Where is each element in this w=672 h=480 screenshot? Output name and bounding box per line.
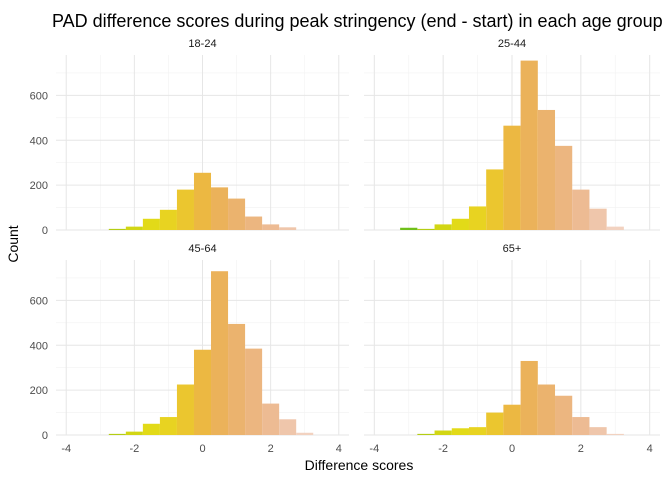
histogram-bar bbox=[417, 433, 435, 435]
histogram-bar bbox=[555, 145, 573, 230]
histogram-bar bbox=[606, 226, 624, 230]
y-tick-label: 200 bbox=[30, 180, 48, 192]
histogram-bar bbox=[108, 228, 126, 230]
histogram-bar bbox=[520, 60, 538, 230]
histogram-bar bbox=[468, 206, 487, 230]
histogram-bar bbox=[451, 428, 469, 435]
facet-strip-label: 25-44 bbox=[498, 38, 526, 50]
histogram-bar bbox=[434, 224, 452, 230]
x-tick-label: 2 bbox=[268, 443, 274, 455]
y-tick-label: 600 bbox=[30, 90, 48, 102]
histogram-bar bbox=[211, 271, 229, 435]
histogram-bar bbox=[486, 412, 504, 435]
histogram-bar bbox=[193, 349, 212, 435]
histogram-bar bbox=[245, 216, 263, 230]
panel-65+: 65+ -4 -2 0 2 4 bbox=[364, 243, 660, 455]
y-tick-label: 200 bbox=[30, 385, 48, 397]
facet-strip-label: 45-64 bbox=[188, 243, 216, 255]
histogram-bar bbox=[159, 417, 177, 435]
histogram-bar bbox=[108, 433, 126, 435]
histogram-bar bbox=[537, 109, 556, 230]
histogram-bar bbox=[417, 228, 435, 230]
histogram-bar bbox=[503, 125, 521, 230]
chart-title: PAD difference scores during peak string… bbox=[52, 11, 663, 31]
histogram-bar bbox=[279, 227, 297, 230]
histogram-bar bbox=[142, 423, 160, 435]
x-axis-label: Difference scores bbox=[305, 457, 414, 473]
histogram-bar bbox=[400, 227, 418, 230]
x-tick-label: 4 bbox=[647, 443, 653, 455]
histogram-bar bbox=[262, 224, 280, 230]
y-axis-label: Count bbox=[5, 225, 21, 262]
x-tick-label: -2 bbox=[129, 443, 139, 455]
y-tick-label: 0 bbox=[42, 225, 48, 237]
histogram-bar bbox=[572, 189, 590, 230]
histogram-bar bbox=[451, 218, 469, 230]
histogram-bar bbox=[193, 172, 212, 230]
histogram-bar bbox=[434, 430, 452, 435]
panel-25-44: 25-44 bbox=[364, 38, 660, 231]
histogram-bar bbox=[537, 384, 556, 435]
histogram-bar bbox=[296, 432, 314, 435]
histogram-bar bbox=[503, 404, 521, 435]
histogram-bar bbox=[589, 427, 607, 435]
x-tick-label: 2 bbox=[578, 443, 584, 455]
histogram-bar bbox=[572, 417, 590, 435]
y-tick-label: 600 bbox=[30, 295, 48, 307]
histogram-bar bbox=[228, 198, 246, 230]
histogram-bar bbox=[176, 189, 194, 230]
panel-45-64: 45-64 0 200 400 600 -4 -2 0 2 4 bbox=[30, 243, 349, 455]
histogram-bar bbox=[125, 226, 143, 230]
histogram-bar bbox=[279, 419, 297, 435]
histogram-bar bbox=[589, 208, 607, 230]
histogram-bar bbox=[159, 209, 177, 230]
x-tick-label: 0 bbox=[509, 443, 515, 455]
y-tick-label: 400 bbox=[30, 135, 48, 147]
y-tick-label: 400 bbox=[30, 340, 48, 352]
x-tick-label: -4 bbox=[61, 443, 71, 455]
facet-strip-label: 65+ bbox=[503, 243, 522, 255]
facet-panels: 18-24 0 200 400 600 25-44 45-64 0 200 400 600 -4 -2 0… bbox=[30, 38, 660, 455]
histogram-bar bbox=[555, 395, 573, 435]
histogram-bar bbox=[262, 403, 280, 435]
histogram-bar bbox=[125, 431, 143, 435]
x-tick-label: 4 bbox=[336, 443, 342, 455]
histogram-bar bbox=[606, 433, 624, 435]
histogram-bar bbox=[486, 169, 504, 230]
x-tick-label: 0 bbox=[199, 443, 205, 455]
histogram-bar bbox=[176, 384, 194, 435]
histogram-bar bbox=[245, 348, 263, 435]
panel-18-24: 18-24 0 200 400 600 bbox=[30, 38, 349, 237]
histogram-bar bbox=[520, 360, 538, 435]
x-tick-label: -2 bbox=[438, 443, 448, 455]
histogram-bar bbox=[142, 218, 160, 230]
x-tick-label: -4 bbox=[369, 443, 379, 455]
histogram-bar bbox=[228, 323, 246, 435]
histogram-bar bbox=[468, 427, 487, 435]
facet-strip-label: 18-24 bbox=[188, 38, 216, 50]
histogram-bar bbox=[211, 187, 229, 230]
y-tick-label: 0 bbox=[42, 430, 48, 442]
